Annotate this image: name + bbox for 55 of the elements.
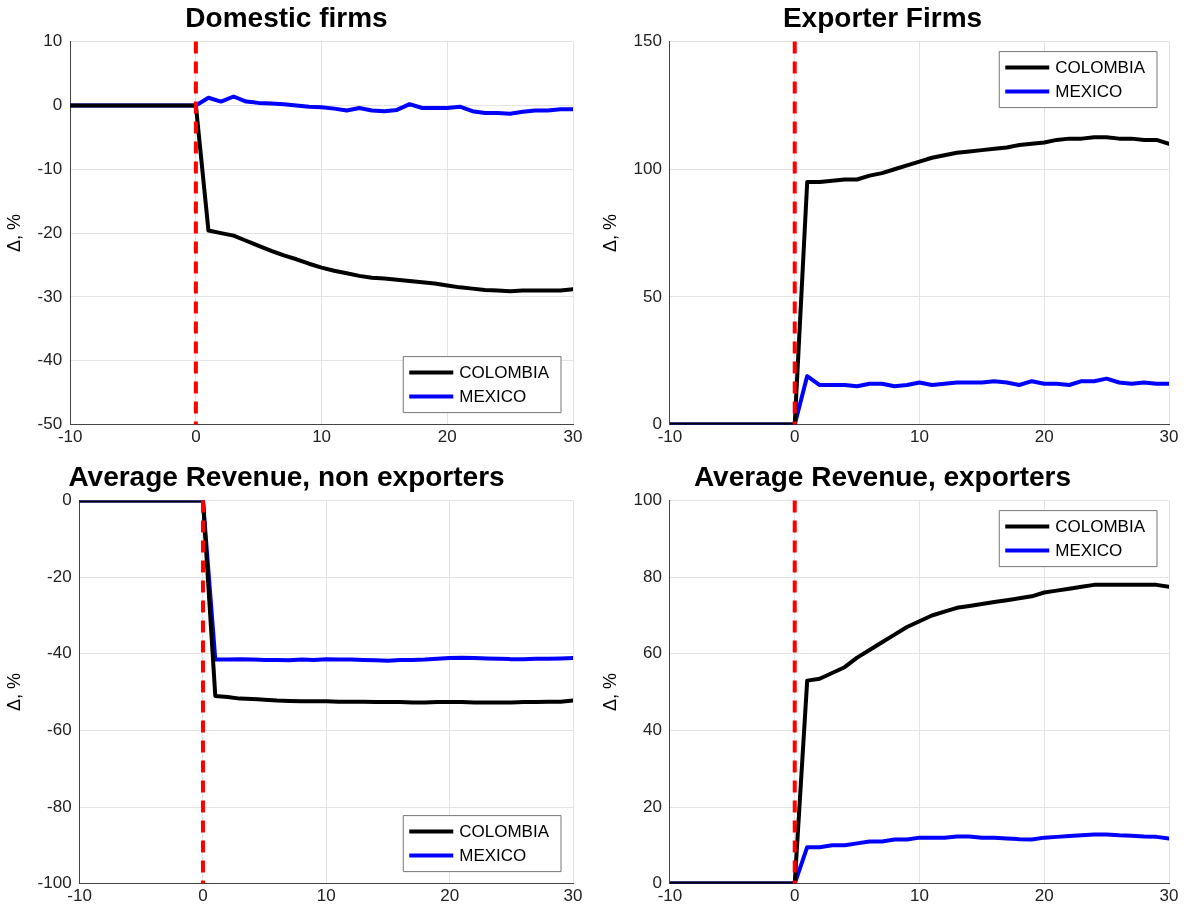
x-tick-label: 30 [1159, 886, 1179, 906]
x-tick-label: 0 [789, 427, 800, 447]
legend-label: MEXICO [459, 846, 527, 866]
y-tick-label: 50 [643, 286, 662, 306]
x-tick-label: 10 [316, 886, 336, 906]
y-tick-label: -10 [37, 158, 63, 178]
y-tick-label: -50 [37, 414, 63, 434]
legend-label: MEXICO [1055, 541, 1123, 561]
y-tick-label: 100 [633, 158, 662, 178]
y-axis-title: Δ, % [599, 214, 620, 253]
legend-label: COLOMBIA [459, 822, 550, 842]
chart-title: Average Revenue, non exporters [68, 460, 505, 492]
y-tick-label: -60 [47, 720, 72, 740]
legend-label: COLOMBIA [1055, 58, 1146, 78]
y-axis-title: Δ, % [3, 214, 24, 253]
y-tick-label: 0 [652, 873, 662, 893]
y-tick-label: -20 [47, 566, 72, 586]
y-tick-label: 150 [633, 31, 662, 51]
y-tick-label: -100 [37, 873, 72, 893]
x-tick-label: 10 [312, 427, 332, 447]
y-tick-label: 100 [633, 490, 662, 510]
x-tick-label: 0 [191, 427, 201, 447]
legend-label: COLOMBIA [1055, 517, 1146, 537]
y-tick-label: 60 [643, 643, 662, 663]
x-tick-label: 20 [1034, 886, 1054, 906]
x-tick-label: 30 [563, 886, 583, 906]
y-axis-title: Δ, % [3, 673, 24, 712]
x-tick-label: 0 [789, 886, 800, 906]
y-tick-label: 0 [52, 95, 63, 115]
x-tick-label: 30 [563, 427, 583, 447]
y-tick-label: 0 [652, 414, 662, 434]
y-tick-label: -20 [37, 222, 63, 242]
y-tick-label: 10 [43, 31, 63, 51]
legend-label: COLOMBIA [459, 363, 550, 383]
y-tick-label: -80 [47, 796, 72, 816]
x-tick-label: 20 [1034, 427, 1054, 447]
x-tick-label: 30 [1159, 427, 1179, 447]
y-tick-label: 20 [643, 796, 662, 816]
y-tick-label: -40 [47, 643, 72, 663]
y-axis-title: Δ, % [599, 673, 620, 712]
legend-label: MEXICO [1055, 82, 1123, 102]
x-tick-label: 0 [198, 886, 208, 906]
x-tick-label: 10 [910, 427, 929, 447]
y-tick-label: 0 [62, 490, 72, 510]
chart-title: Exporter Firms [782, 1, 983, 33]
x-tick-label: 10 [910, 886, 929, 906]
x-tick-label: 20 [437, 427, 457, 447]
y-tick-label: -30 [37, 286, 63, 306]
legend-label: MEXICO [459, 387, 527, 407]
chart-title: Domestic firms [185, 1, 388, 33]
y-tick-label: 40 [643, 720, 662, 740]
chart-title: Average Revenue, exporters [693, 460, 1072, 492]
x-tick-label: 20 [440, 886, 460, 906]
y-tick-label: -40 [37, 350, 63, 370]
y-tick-label: 80 [643, 566, 662, 586]
